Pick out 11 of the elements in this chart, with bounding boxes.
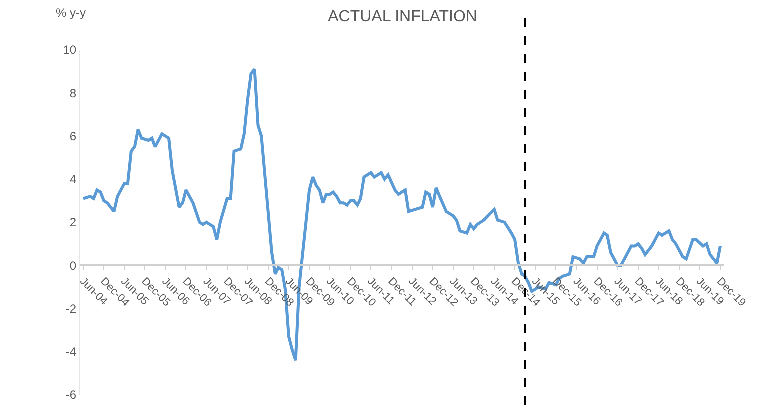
y-tick-label: -2 (66, 302, 77, 316)
y-tick-label: 0 (70, 258, 77, 273)
chart-title: ACTUAL INFLATION (328, 8, 478, 26)
y-tick-label: 10 (63, 43, 77, 58)
y-axis-title: % y-y (56, 6, 86, 20)
y-tick-label: 2 (70, 216, 77, 230)
y-tick-label: -6 (66, 388, 77, 402)
y-tick-label: 8 (70, 86, 77, 100)
y-tick-label: -4 (66, 345, 77, 360)
y-tick-label: 6 (70, 129, 77, 144)
y-tick-label: 4 (70, 172, 77, 187)
